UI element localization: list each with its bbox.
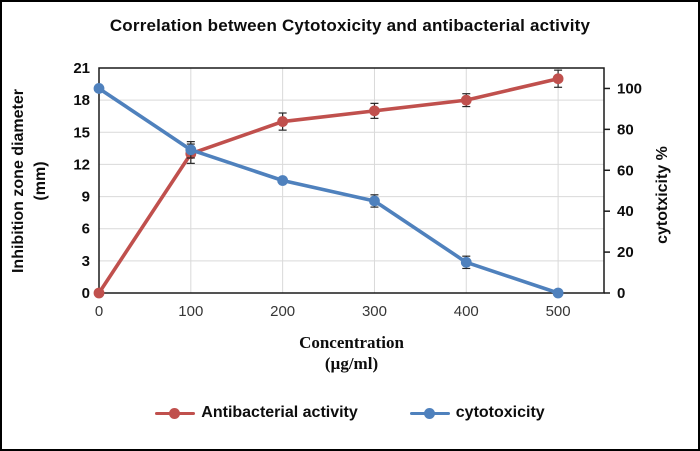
legend-label-antibacterial: Antibacterial activity (201, 404, 358, 421)
svg-text:15: 15 (73, 124, 90, 141)
x-axis-title: Concentration (µg/ml) (99, 332, 604, 374)
data-point-marker (552, 287, 564, 299)
data-point-marker (369, 105, 380, 117)
svg-text:12: 12 (73, 156, 90, 173)
x-axis-title-line1: Concentration (299, 333, 404, 352)
right-tick-labels: 0 20 40 60 80 100 (617, 80, 642, 302)
data-point-marker (93, 287, 105, 299)
right-axis-title: cytotxicity % (654, 146, 671, 244)
data-point-marker (552, 73, 564, 85)
left-axis-title-line1: Inhibition zone diameter (10, 89, 27, 274)
plot-border (98, 67, 605, 294)
svg-text:40: 40 (617, 203, 634, 220)
data-point-marker (93, 83, 105, 94)
svg-text:100: 100 (178, 303, 203, 320)
svg-text:500: 500 (546, 303, 571, 320)
data-point-marker (369, 195, 380, 207)
svg-text:20: 20 (617, 244, 634, 261)
data-point-marker (277, 175, 289, 186)
svg-text:100: 100 (617, 80, 642, 97)
series-0-antibacterial (93, 69, 564, 299)
svg-text:3: 3 (82, 253, 90, 270)
x-axis-title-line2: (µg/ml) (324, 354, 379, 373)
legend-label-cytotoxicity: cytotoxicity (455, 404, 545, 421)
legend-line-marker-icon (155, 407, 196, 419)
data-point-marker (460, 94, 472, 106)
svg-text:6: 6 (82, 221, 90, 238)
svg-text:18: 18 (73, 92, 90, 109)
svg-text:300: 300 (362, 303, 387, 320)
svg-text:80: 80 (617, 121, 634, 138)
left-tick-labels: 0 3 6 9 12 15 18 21 (73, 60, 90, 302)
svg-text:9: 9 (82, 189, 90, 206)
svg-text:200: 200 (270, 303, 295, 320)
series-line (97, 76, 560, 295)
svg-text:60: 60 (617, 162, 634, 179)
left-axis-title: Inhibition zone diameter (mm) (8, 41, 54, 321)
legend-line-marker-icon (409, 407, 450, 419)
right-axis-ticks (604, 87, 610, 294)
left-axis-title-line2: (mm) (32, 161, 49, 201)
svg-text:400: 400 (454, 303, 479, 320)
svg-text:0: 0 (82, 285, 90, 302)
data-point-marker (460, 256, 472, 268)
data-point-marker (277, 116, 289, 127)
legend-entry-antibacterial: Antibacterial activity (155, 404, 358, 422)
svg-text:0: 0 (617, 285, 625, 302)
x-tick-labels: 0 100 200 300 400 500 (95, 303, 571, 320)
series-1-cytotoxicity (93, 83, 564, 299)
legend-entry-cytotoxicity: cytotoxicity (409, 404, 545, 422)
svg-text:21: 21 (73, 60, 90, 77)
data-point-marker (185, 144, 197, 156)
series-line (97, 86, 560, 295)
legend: Antibacterial activity cytotoxicity (2, 404, 698, 422)
svg-text:0: 0 (95, 303, 103, 320)
chart-title: Correlation between Cytotoxicity and ant… (109, 16, 591, 35)
